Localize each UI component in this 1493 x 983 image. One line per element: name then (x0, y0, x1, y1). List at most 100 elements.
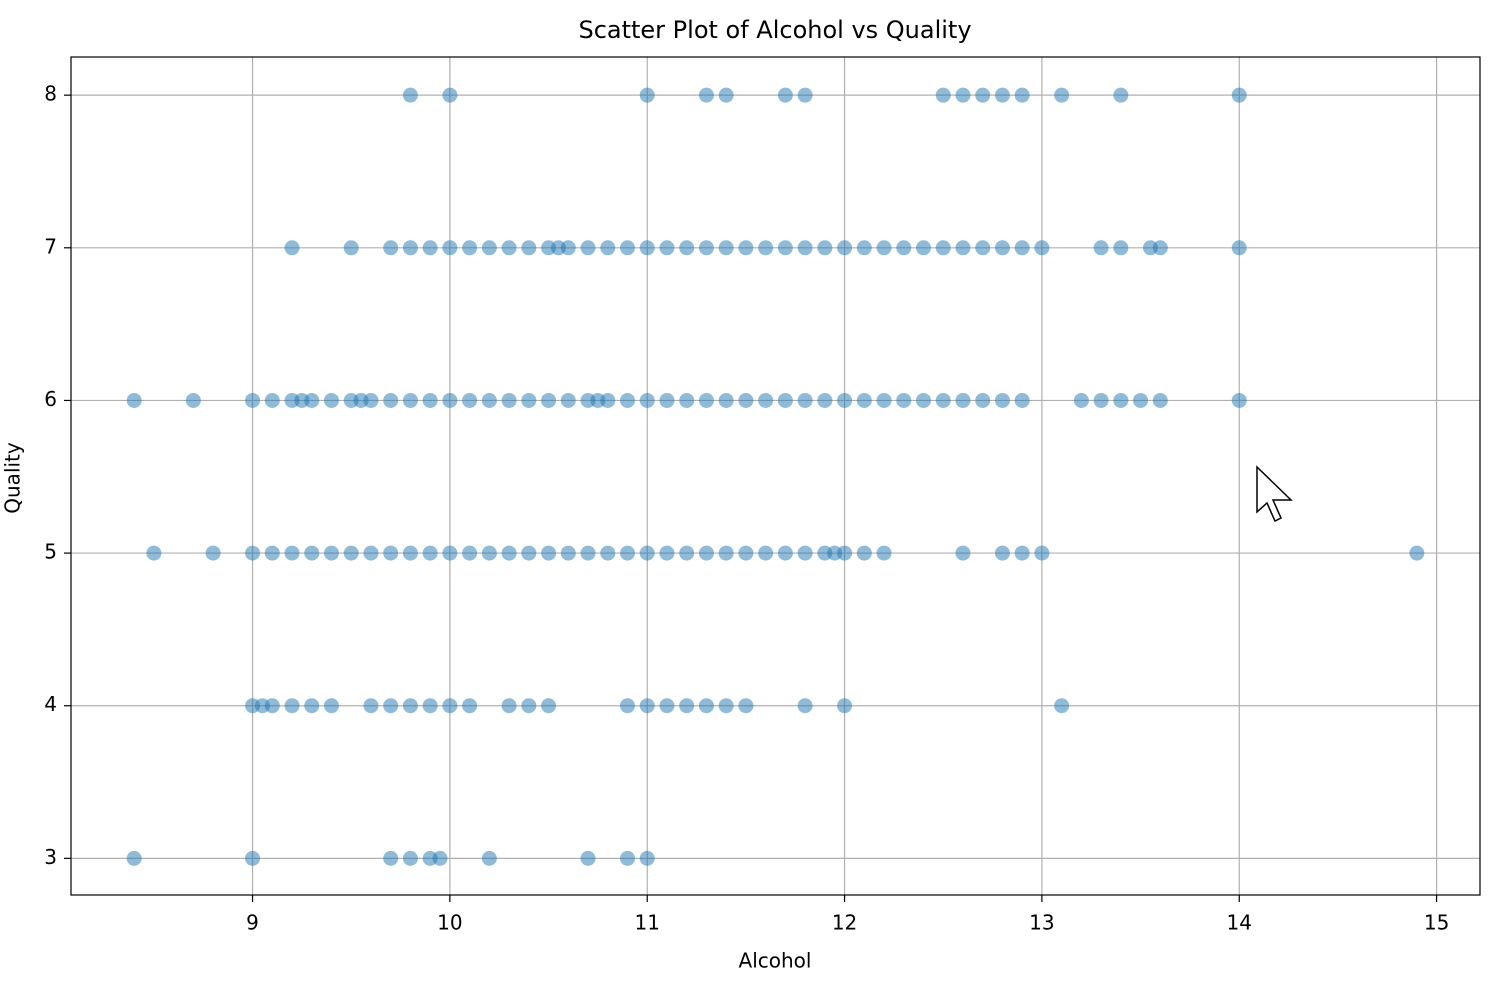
point (758, 392, 774, 408)
point (432, 850, 448, 866)
point (1231, 392, 1247, 408)
point (580, 545, 596, 561)
point (304, 545, 320, 561)
point (541, 545, 557, 561)
point (205, 545, 221, 561)
x-tick-label: 13 (1029, 911, 1054, 935)
point (402, 850, 418, 866)
point (442, 698, 458, 714)
point (994, 545, 1010, 561)
point (383, 545, 399, 561)
point (679, 545, 695, 561)
point (994, 392, 1010, 408)
point (1093, 240, 1109, 256)
point (935, 87, 951, 103)
point (1152, 240, 1168, 256)
point (422, 698, 438, 714)
point (994, 87, 1010, 103)
point (541, 698, 557, 714)
x-tick-label: 12 (832, 911, 857, 935)
point (955, 545, 971, 561)
point (402, 698, 418, 714)
point (343, 545, 359, 561)
point (896, 240, 912, 256)
point (698, 392, 714, 408)
point (304, 392, 320, 408)
x-tick-label: 15 (1424, 911, 1449, 935)
point (600, 392, 616, 408)
point (284, 240, 300, 256)
point (916, 240, 932, 256)
point (639, 698, 655, 714)
point (1409, 545, 1425, 561)
point (402, 87, 418, 103)
plot-frame (70, 56, 1481, 896)
point (560, 240, 576, 256)
point (738, 392, 754, 408)
point (304, 698, 320, 714)
point (323, 392, 339, 408)
point (935, 240, 951, 256)
point (758, 545, 774, 561)
point (284, 698, 300, 714)
point (777, 240, 793, 256)
point (383, 240, 399, 256)
point (126, 850, 142, 866)
point (975, 87, 991, 103)
point (1113, 240, 1129, 256)
point (264, 698, 280, 714)
y-tick-label: 6 (44, 387, 57, 411)
point (639, 545, 655, 561)
point (659, 698, 675, 714)
point (994, 240, 1010, 256)
point (955, 87, 971, 103)
point (935, 392, 951, 408)
point (797, 87, 813, 103)
point (560, 545, 576, 561)
point (1034, 240, 1050, 256)
point (876, 545, 892, 561)
x-tick-label: 10 (437, 911, 462, 935)
point (402, 392, 418, 408)
point (797, 240, 813, 256)
point (738, 698, 754, 714)
y-tick-label: 4 (44, 692, 57, 716)
point (817, 392, 833, 408)
point (777, 392, 793, 408)
point (1113, 392, 1129, 408)
point (501, 698, 517, 714)
y-tick-label: 5 (44, 540, 57, 564)
point (876, 392, 892, 408)
point (402, 240, 418, 256)
point (639, 850, 655, 866)
point (659, 545, 675, 561)
point (245, 850, 261, 866)
point (1152, 392, 1168, 408)
y-tick-label: 8 (44, 82, 57, 106)
point (462, 698, 478, 714)
point (639, 240, 655, 256)
point (619, 850, 635, 866)
point (481, 392, 497, 408)
point (323, 545, 339, 561)
point (1093, 392, 1109, 408)
point (245, 392, 261, 408)
point (1034, 545, 1050, 561)
point (837, 698, 853, 714)
point (718, 87, 734, 103)
y-tick-label: 3 (44, 845, 57, 869)
point (343, 240, 359, 256)
point (777, 87, 793, 103)
point (146, 545, 162, 561)
point (837, 392, 853, 408)
point (1231, 87, 1247, 103)
point (521, 698, 537, 714)
point (738, 545, 754, 561)
y-axis-label: Quality (1, 442, 25, 514)
point (837, 240, 853, 256)
point (541, 392, 557, 408)
point (1133, 392, 1149, 408)
point (481, 545, 497, 561)
